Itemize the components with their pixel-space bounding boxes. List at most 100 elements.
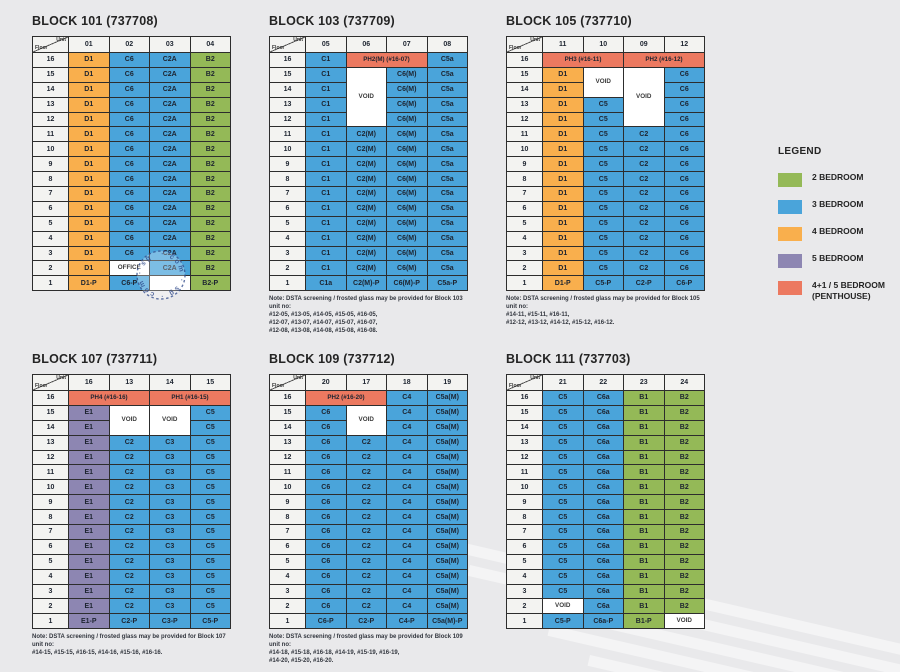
unit-cell: D1-P xyxy=(543,276,583,291)
unit-cell: C5a(M) xyxy=(427,584,467,599)
unit-cell: C2(M) xyxy=(346,216,386,231)
unit-cell: C5a(M) xyxy=(427,450,467,465)
unit-cell: C6 xyxy=(664,187,704,201)
block-105-stack-table: Unit Floor 11 10 09 12 16 PH3 (#16-11) PH2 (#16-… xyxy=(506,36,705,292)
unit-cell: C5 xyxy=(543,569,583,584)
unit-cell: C4 xyxy=(387,450,427,465)
floor-label: 11 xyxy=(33,465,68,480)
floor-label: 6 xyxy=(270,201,305,216)
floor-label: 6 xyxy=(33,539,68,554)
floor-label: 14 xyxy=(33,420,68,435)
unit-cell: B2 xyxy=(190,216,230,231)
unit-cell: C4 xyxy=(387,554,427,569)
floor-label: 9 xyxy=(507,495,542,510)
unit-cell: D1 xyxy=(69,261,109,276)
unit-cell: B2 xyxy=(190,246,230,261)
unit-cell: C5 xyxy=(190,495,230,510)
block-title: BLOCK 109 (737712) xyxy=(269,352,395,366)
unit-cell: C6(M) xyxy=(387,231,427,246)
unit-cell: C1 xyxy=(306,216,346,231)
unit-cell: C6 xyxy=(306,480,346,495)
unit-cell: C6-P xyxy=(306,614,346,629)
unit-cell: C6a xyxy=(583,435,623,450)
note-line: #14-18, #15-18, #16-18, #14-19, #15-19, … xyxy=(269,650,400,657)
unit-cell: C4 xyxy=(387,391,427,405)
stack-header: 09 xyxy=(624,37,664,52)
note-line: #12-08, #13-08, #14-08, #15-08, #16-08. xyxy=(269,327,378,334)
unit-cell: C2 xyxy=(109,554,149,569)
unit-cell: C6 xyxy=(664,127,704,142)
unit-cell: C6 xyxy=(109,97,149,112)
unit-cell: B2 xyxy=(190,142,230,157)
corner-unit-label: Unit xyxy=(56,37,66,43)
unit-cell: C5a xyxy=(427,142,467,157)
unit-cell: C5a xyxy=(427,67,467,82)
unit-cell: C5a(M) xyxy=(427,391,467,405)
floor-label: 2 xyxy=(33,599,68,614)
unit-cell: C2(M) xyxy=(346,142,386,157)
unit-cell: C5 xyxy=(190,510,230,525)
stack-header: 23 xyxy=(624,375,664,390)
floor-label: 13 xyxy=(270,97,305,112)
floor-label: 16 xyxy=(507,391,542,405)
floor-label: 2 xyxy=(33,261,68,276)
block-title: BLOCK 107 (737711) xyxy=(32,352,158,366)
legend: LEGEND 2 BEDROOM 3 BEDROOM 4 BEDROOM 5 BEDR… xyxy=(778,146,898,315)
unit-cell: C4 xyxy=(387,584,427,599)
unit-cell: C5a xyxy=(427,246,467,261)
unit-cell: C5 xyxy=(190,525,230,539)
unit-cell: D1 xyxy=(69,82,109,97)
unit-cell: C2 xyxy=(346,584,386,599)
floor-label: 15 xyxy=(270,405,305,420)
unit-cell: C2 xyxy=(346,569,386,584)
unit-cell: D1 xyxy=(543,112,583,127)
floor-label: 5 xyxy=(507,216,542,231)
unit-cell: C6 xyxy=(664,216,704,231)
unit-cell: C2 xyxy=(346,525,386,539)
void-cell: VOID xyxy=(624,67,664,127)
unit-cell: C2 xyxy=(346,539,386,554)
unit-cell: D1 xyxy=(69,97,109,112)
unit-cell: C1 xyxy=(306,261,346,276)
unit-cell: B2 xyxy=(664,495,704,510)
unit-cell: D1 xyxy=(543,201,583,216)
floor-label: 5 xyxy=(507,554,542,569)
block-title: BLOCK 111 (737703) xyxy=(506,352,631,366)
unit-cell: B2 xyxy=(664,391,704,405)
unit-cell: E1-P xyxy=(69,614,109,629)
unit-cell: C6(M) xyxy=(387,216,427,231)
unit-cell: C1 xyxy=(306,172,346,187)
unit-cell: D1 xyxy=(69,187,109,201)
unit-cell: C6(M)-P xyxy=(387,276,427,291)
unit-cell: C6 xyxy=(306,584,346,599)
stack-header: 22 xyxy=(583,375,623,390)
block-105-section: BLOCK 105 (737710) Unit Floor 11 10 09 12 16 PH… xyxy=(506,14,710,328)
unit-cell: C5-P xyxy=(543,614,583,629)
unit-cell: C2 xyxy=(109,584,149,599)
unit-cell: C6 xyxy=(306,465,346,480)
unit-cell: C2A xyxy=(150,231,190,246)
block-101-stack-table: Unit Floor 01 02 03 04 16 D1 C6 C2A B2 15 D1 C6 C2A B2 1… xyxy=(32,36,231,292)
unit-cell: C2-P xyxy=(109,614,149,629)
unit-cell: C6 xyxy=(109,67,149,82)
unit-cell: E1 xyxy=(69,569,109,584)
unit-cell: D1 xyxy=(543,127,583,142)
floor-label: 13 xyxy=(270,435,305,450)
unit-cell: C3 xyxy=(150,465,190,480)
corner-unit-label: Unit xyxy=(293,375,303,381)
floor-label: 8 xyxy=(507,510,542,525)
unit-cell: B1-P xyxy=(624,614,664,629)
floor-label: 7 xyxy=(33,187,68,201)
unit-cell: C2 xyxy=(624,231,664,246)
unit-cell: B2 xyxy=(664,569,704,584)
unit-cell: E1 xyxy=(69,554,109,569)
note-line: Note: DSTA screening / frosted glass may… xyxy=(269,634,463,649)
floor-label: 8 xyxy=(33,172,68,187)
unit-floor-corner-cell: Unit Floor xyxy=(507,37,542,52)
unit-cell: C5 xyxy=(190,480,230,495)
unit-cell: C2A xyxy=(150,187,190,201)
floor-label: 14 xyxy=(507,420,542,435)
corner-unit-label: Unit xyxy=(530,37,540,43)
unit-cell: C2 xyxy=(109,480,149,495)
unit-cell: C6a xyxy=(583,391,623,405)
